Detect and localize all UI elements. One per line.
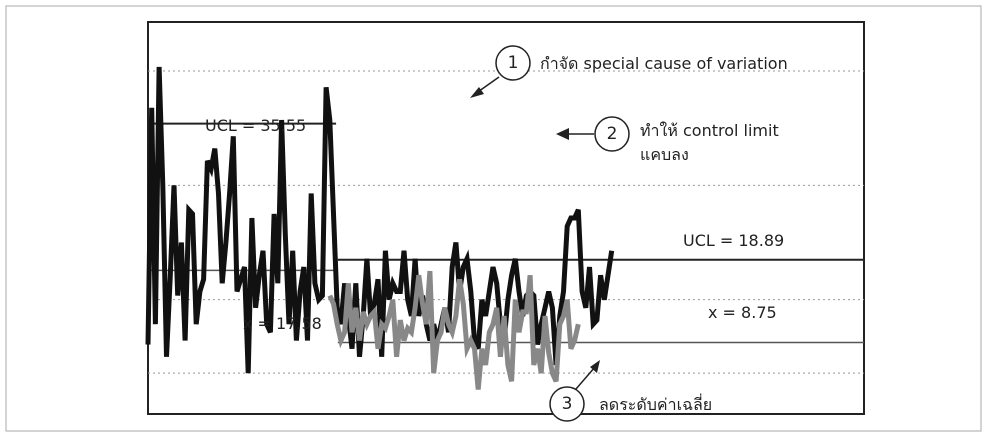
annotation-1: 1 กำจัด special cause of variation [470, 45, 788, 98]
series-line [327, 270, 581, 390]
outer-frame [5, 5, 982, 432]
annotation-2-number: 2 [607, 124, 618, 144]
series-line [145, 66, 615, 374]
annotation-3-badge [549, 386, 585, 422]
gridlines [148, 70, 864, 374]
annotation-2-text-line1: ทำให้ control limit [640, 121, 779, 140]
mean-right-label: x = 8.75 [708, 303, 777, 322]
annotation-1-text: กำจัด special cause of variation [540, 54, 788, 73]
annotation-2: 2 ทำให้ control limit แคบลง [556, 116, 779, 164]
annotation-2-arrowhead [556, 128, 569, 140]
annotation-2-text-line2: แคบลง [640, 145, 689, 164]
series-group [145, 66, 615, 390]
mean-left-label: x = 17.58 [243, 314, 322, 333]
annotation-3-arrow [575, 366, 596, 390]
annotation-2-badge [594, 116, 630, 152]
annotation-3: 3 ลดระดับค่าเฉลี่ย [549, 360, 712, 422]
annotation-3-text: ลดระดับค่าเฉลี่ย [599, 393, 712, 414]
ucl-right-label: UCL = 18.89 [683, 231, 784, 250]
ucl-left-label: UCL = 35.55 [205, 116, 306, 135]
annotation-3-arrowhead [590, 360, 600, 373]
annotation-1-arrowhead [470, 87, 484, 98]
annotation-1-badge [495, 45, 531, 81]
annotation-1-number: 1 [508, 53, 519, 73]
annotation-3-number: 3 [562, 394, 573, 414]
